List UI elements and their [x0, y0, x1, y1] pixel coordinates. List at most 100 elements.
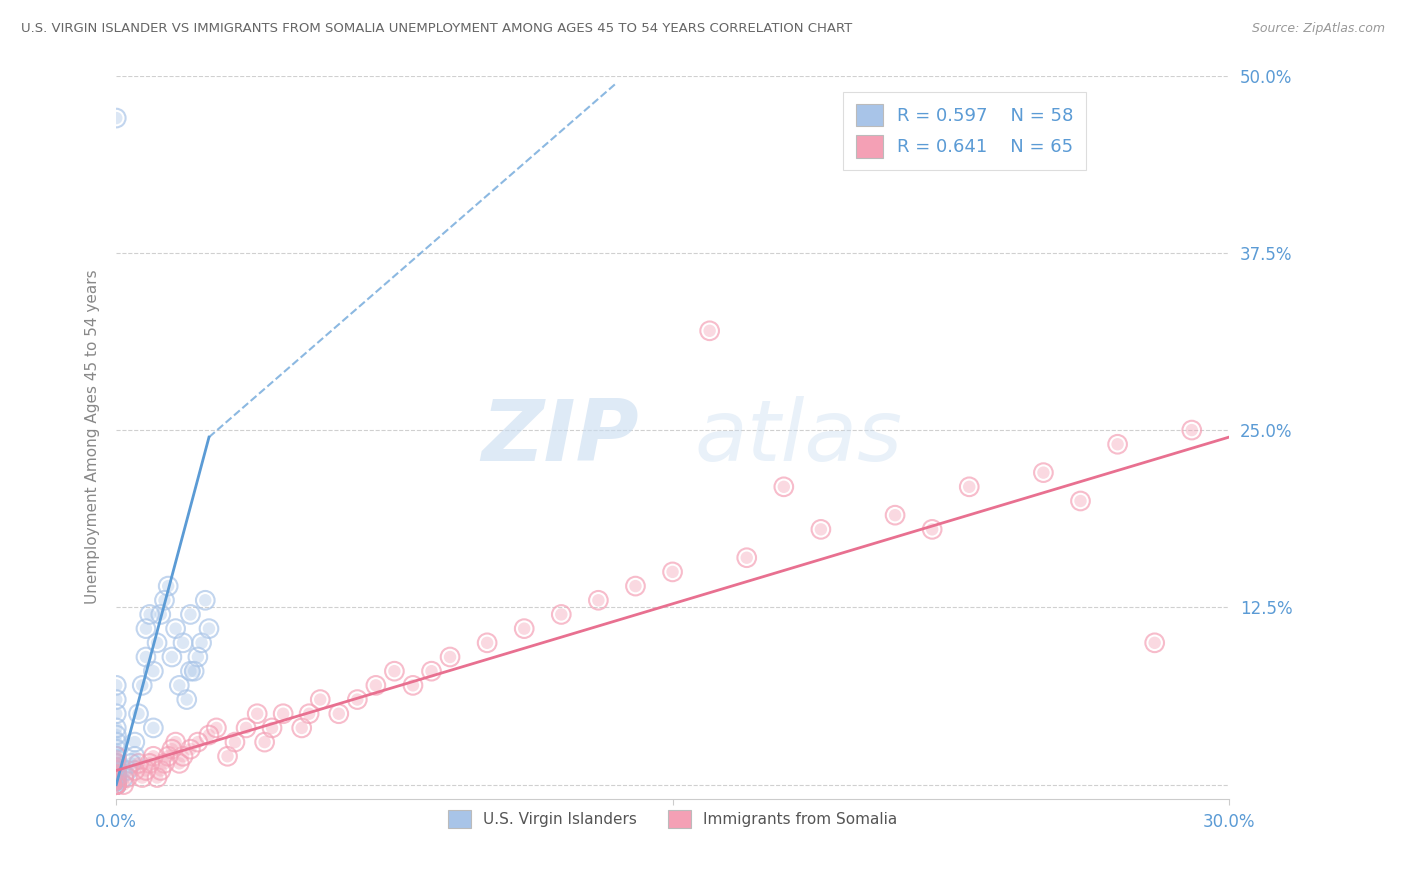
Point	[105, 764, 128, 778]
Point	[187, 735, 209, 749]
Point	[105, 778, 128, 792]
Point	[105, 773, 128, 788]
Point	[112, 771, 135, 785]
Point	[153, 756, 176, 771]
Point	[105, 774, 128, 789]
Point	[160, 650, 183, 665]
Point	[179, 742, 201, 756]
Point	[957, 480, 980, 494]
Point	[160, 742, 183, 756]
Point	[224, 735, 246, 749]
Point	[328, 706, 350, 721]
Point	[176, 692, 198, 706]
Point	[153, 593, 176, 607]
Point	[172, 636, 194, 650]
Point	[420, 664, 443, 678]
Point	[179, 664, 201, 678]
Point	[105, 772, 128, 786]
Point	[176, 692, 198, 706]
Point	[142, 721, 165, 735]
Point	[105, 769, 128, 783]
Point	[1181, 423, 1204, 437]
Point	[128, 706, 150, 721]
Point	[772, 480, 794, 494]
Point	[105, 778, 128, 792]
Point	[146, 771, 169, 785]
Point	[105, 766, 128, 780]
Point	[235, 721, 257, 735]
Point	[384, 664, 406, 678]
Point	[105, 728, 128, 742]
Point	[179, 607, 201, 622]
Point	[105, 778, 128, 792]
Point	[105, 778, 128, 792]
Point	[105, 771, 128, 785]
Point	[624, 579, 647, 593]
Point	[810, 522, 832, 536]
Point	[1032, 466, 1054, 480]
Point	[1032, 466, 1054, 480]
Point	[884, 508, 907, 523]
Point	[138, 607, 160, 622]
Point	[957, 480, 980, 494]
Point	[260, 721, 283, 735]
Point	[105, 752, 128, 766]
Point	[187, 650, 209, 665]
Point	[105, 778, 128, 792]
Point	[105, 778, 128, 792]
Point	[105, 778, 128, 792]
Point	[1069, 494, 1091, 508]
Point	[183, 664, 205, 678]
Point	[169, 756, 191, 771]
Point	[135, 650, 157, 665]
Point	[198, 728, 221, 742]
Point	[699, 324, 721, 338]
Point	[198, 622, 221, 636]
Point	[105, 778, 128, 792]
Point	[160, 650, 183, 665]
Point	[772, 480, 794, 494]
Point	[105, 778, 128, 792]
Point	[810, 522, 832, 536]
Point	[135, 622, 157, 636]
Point	[105, 778, 128, 792]
Point	[105, 706, 128, 721]
Point	[146, 771, 169, 785]
Point	[402, 678, 425, 692]
Point	[105, 756, 128, 771]
Point	[105, 778, 128, 792]
Point	[105, 778, 128, 792]
Point	[921, 522, 943, 536]
Point	[105, 756, 128, 771]
Point	[128, 756, 150, 771]
Point	[105, 111, 128, 125]
Point	[105, 756, 128, 771]
Point	[172, 749, 194, 764]
Point	[105, 742, 128, 756]
Point	[142, 749, 165, 764]
Point	[194, 593, 217, 607]
Point	[124, 749, 146, 764]
Point	[157, 579, 180, 593]
Point	[439, 650, 461, 665]
Point	[271, 706, 294, 721]
Point	[105, 778, 128, 792]
Point	[142, 664, 165, 678]
Point	[346, 692, 368, 706]
Point	[117, 771, 139, 785]
Legend: U.S. Virgin Islanders, Immigrants from Somalia: U.S. Virgin Islanders, Immigrants from S…	[441, 804, 903, 835]
Point	[105, 721, 128, 735]
Point	[124, 735, 146, 749]
Point	[105, 706, 128, 721]
Point	[105, 774, 128, 789]
Point	[105, 766, 128, 780]
Point	[105, 778, 128, 792]
Point	[105, 764, 128, 778]
Point	[117, 764, 139, 778]
Point	[131, 678, 153, 692]
Point	[142, 721, 165, 735]
Point	[105, 778, 128, 792]
Point	[246, 706, 269, 721]
Point	[364, 678, 387, 692]
Point	[179, 742, 201, 756]
